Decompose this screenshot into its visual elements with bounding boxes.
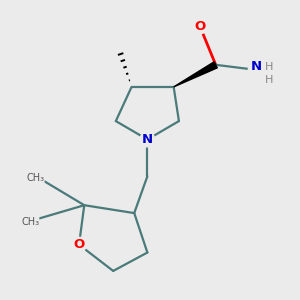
Circle shape xyxy=(72,237,86,252)
Text: H: H xyxy=(265,62,274,72)
Circle shape xyxy=(248,61,267,80)
Text: N: N xyxy=(142,133,153,146)
Circle shape xyxy=(140,132,155,147)
Text: O: O xyxy=(74,238,85,251)
Text: O: O xyxy=(194,20,206,33)
Text: CH₃: CH₃ xyxy=(21,217,39,226)
Circle shape xyxy=(193,19,207,34)
Text: N: N xyxy=(250,60,262,74)
Polygon shape xyxy=(174,62,217,87)
Text: CH₃: CH₃ xyxy=(26,173,44,183)
Text: H: H xyxy=(265,74,274,85)
